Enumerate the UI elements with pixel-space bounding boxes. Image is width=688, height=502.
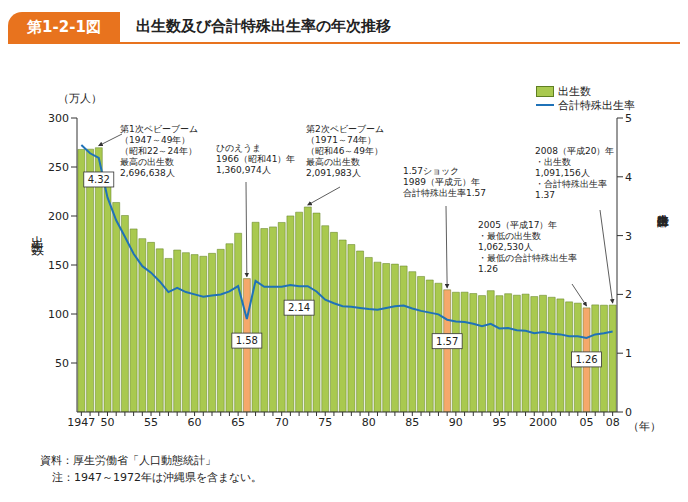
html-text:出生数: 出生数: [558, 84, 591, 98]
svg-text:200: 200: [48, 210, 69, 223]
html-text:第1次ベビーブーム: 第1次ベビーブーム: [120, 124, 198, 134]
svg-text:75: 75: [318, 416, 332, 429]
html-text:1.26: 1.26: [478, 264, 498, 274]
svg-text:65: 65: [231, 416, 245, 429]
svg-text:1: 1: [625, 347, 632, 360]
html-text:2005（平成17）年: 2005（平成17）年: [478, 220, 558, 230]
html-text:合計特殊出生率: 合計特殊出生率: [558, 98, 635, 112]
svg-text:2: 2: [625, 288, 632, 301]
svg-text:4: 4: [625, 171, 632, 184]
svg-text:95: 95: [492, 416, 506, 429]
html-text:最高の出生数: 最高の出生数: [120, 157, 174, 167]
svg-text:250: 250: [48, 161, 69, 174]
html-text:（1971～74年）: （1971～74年）: [306, 135, 377, 145]
svg-text:3: 3: [625, 230, 632, 243]
svg-text:08: 08: [606, 416, 620, 429]
html-text:1989（平成元）年: 1989（平成元）年: [403, 177, 480, 187]
svg-text:55: 55: [144, 416, 158, 429]
html-text:1,062,530人: 1,062,530人: [478, 242, 533, 252]
html-text:（年）: （年）: [628, 420, 661, 433]
svg-text:85: 85: [405, 416, 419, 429]
html-text:・最低の出生数: ・最低の出生数: [478, 231, 541, 241]
svg-text:50: 50: [55, 357, 69, 370]
svg-text:50: 50: [100, 416, 114, 429]
html-text:（昭和46～49年）: （昭和46～49年）: [306, 146, 383, 156]
html-text:第1-2-1図: 第1-2-1図: [27, 18, 101, 36]
html-text:2,696,638人: 2,696,638人: [120, 168, 175, 178]
html-text:最高の出生数: 最高の出生数: [306, 157, 360, 167]
html-text:ひのえうま: ひのえうま: [216, 143, 261, 153]
svg-text:80: 80: [362, 416, 376, 429]
html-text:（昭和22～24年）: （昭和22～24年）: [120, 146, 197, 156]
html-text:2,091,983人: 2,091,983人: [306, 168, 361, 178]
html-text:第2次ベビーブーム: 第2次ベビーブーム: [306, 124, 384, 134]
html-text:1.37: 1.37: [535, 190, 555, 200]
html-text:1,091,156人: 1,091,156人: [535, 168, 590, 178]
html-text:1,360,974人: 1,360,974人: [216, 165, 271, 175]
svg-text:5: 5: [625, 112, 632, 125]
svg-text:1.58: 1.58: [236, 335, 258, 346]
html-text:合計特殊出生率1.57: 合計特殊出生率1.57: [403, 188, 486, 198]
svg-text:2.14: 2.14: [288, 302, 310, 313]
html-text:・最低の合計特殊出生率: ・最低の合計特殊出生率: [478, 253, 577, 263]
html-text:1966（昭和41）年: 1966（昭和41）年: [216, 154, 296, 164]
svg-text:100: 100: [48, 308, 69, 321]
html-text:出生数: 出生数: [30, 225, 45, 237]
html-text:（1947～49年）: （1947～49年）: [120, 135, 191, 145]
html-text:出生数及び合計特殊出生率の年次推移: 出生数及び合計特殊出生率の年次推移: [136, 17, 391, 35]
html-text:2008（平成20）年: 2008（平成20）年: [535, 146, 615, 156]
svg-text:2000: 2000: [529, 416, 557, 429]
svg-text:1.57: 1.57: [436, 336, 458, 347]
svg-text:05: 05: [580, 416, 594, 429]
svg-text:1947: 1947: [67, 416, 95, 429]
svg-text:60: 60: [188, 416, 202, 429]
svg-text:300: 300: [48, 112, 69, 125]
svg-text:150: 150: [48, 259, 69, 272]
html-text:（万人）: （万人）: [58, 92, 102, 105]
html-text:・合計特殊出生率: ・合計特殊出生率: [535, 179, 607, 189]
svg-text:4.32: 4.32: [88, 174, 110, 185]
svg-text:0: 0: [625, 406, 632, 419]
html-text:1.57ショック: 1.57ショック: [403, 166, 459, 176]
svg-text:70: 70: [275, 416, 289, 429]
html-text:資料：厚生労働省「人口動態統計」: 資料：厚生労働省「人口動態統計」: [40, 454, 216, 467]
svg-text:90: 90: [449, 416, 463, 429]
html-text:注：1947～1972年は沖縄県を含まない。: 注：1947～1972年は沖縄県を含まない。: [52, 471, 262, 484]
svg-text:1.26: 1.26: [575, 354, 597, 365]
html-text:・出生数: ・出生数: [535, 157, 571, 167]
